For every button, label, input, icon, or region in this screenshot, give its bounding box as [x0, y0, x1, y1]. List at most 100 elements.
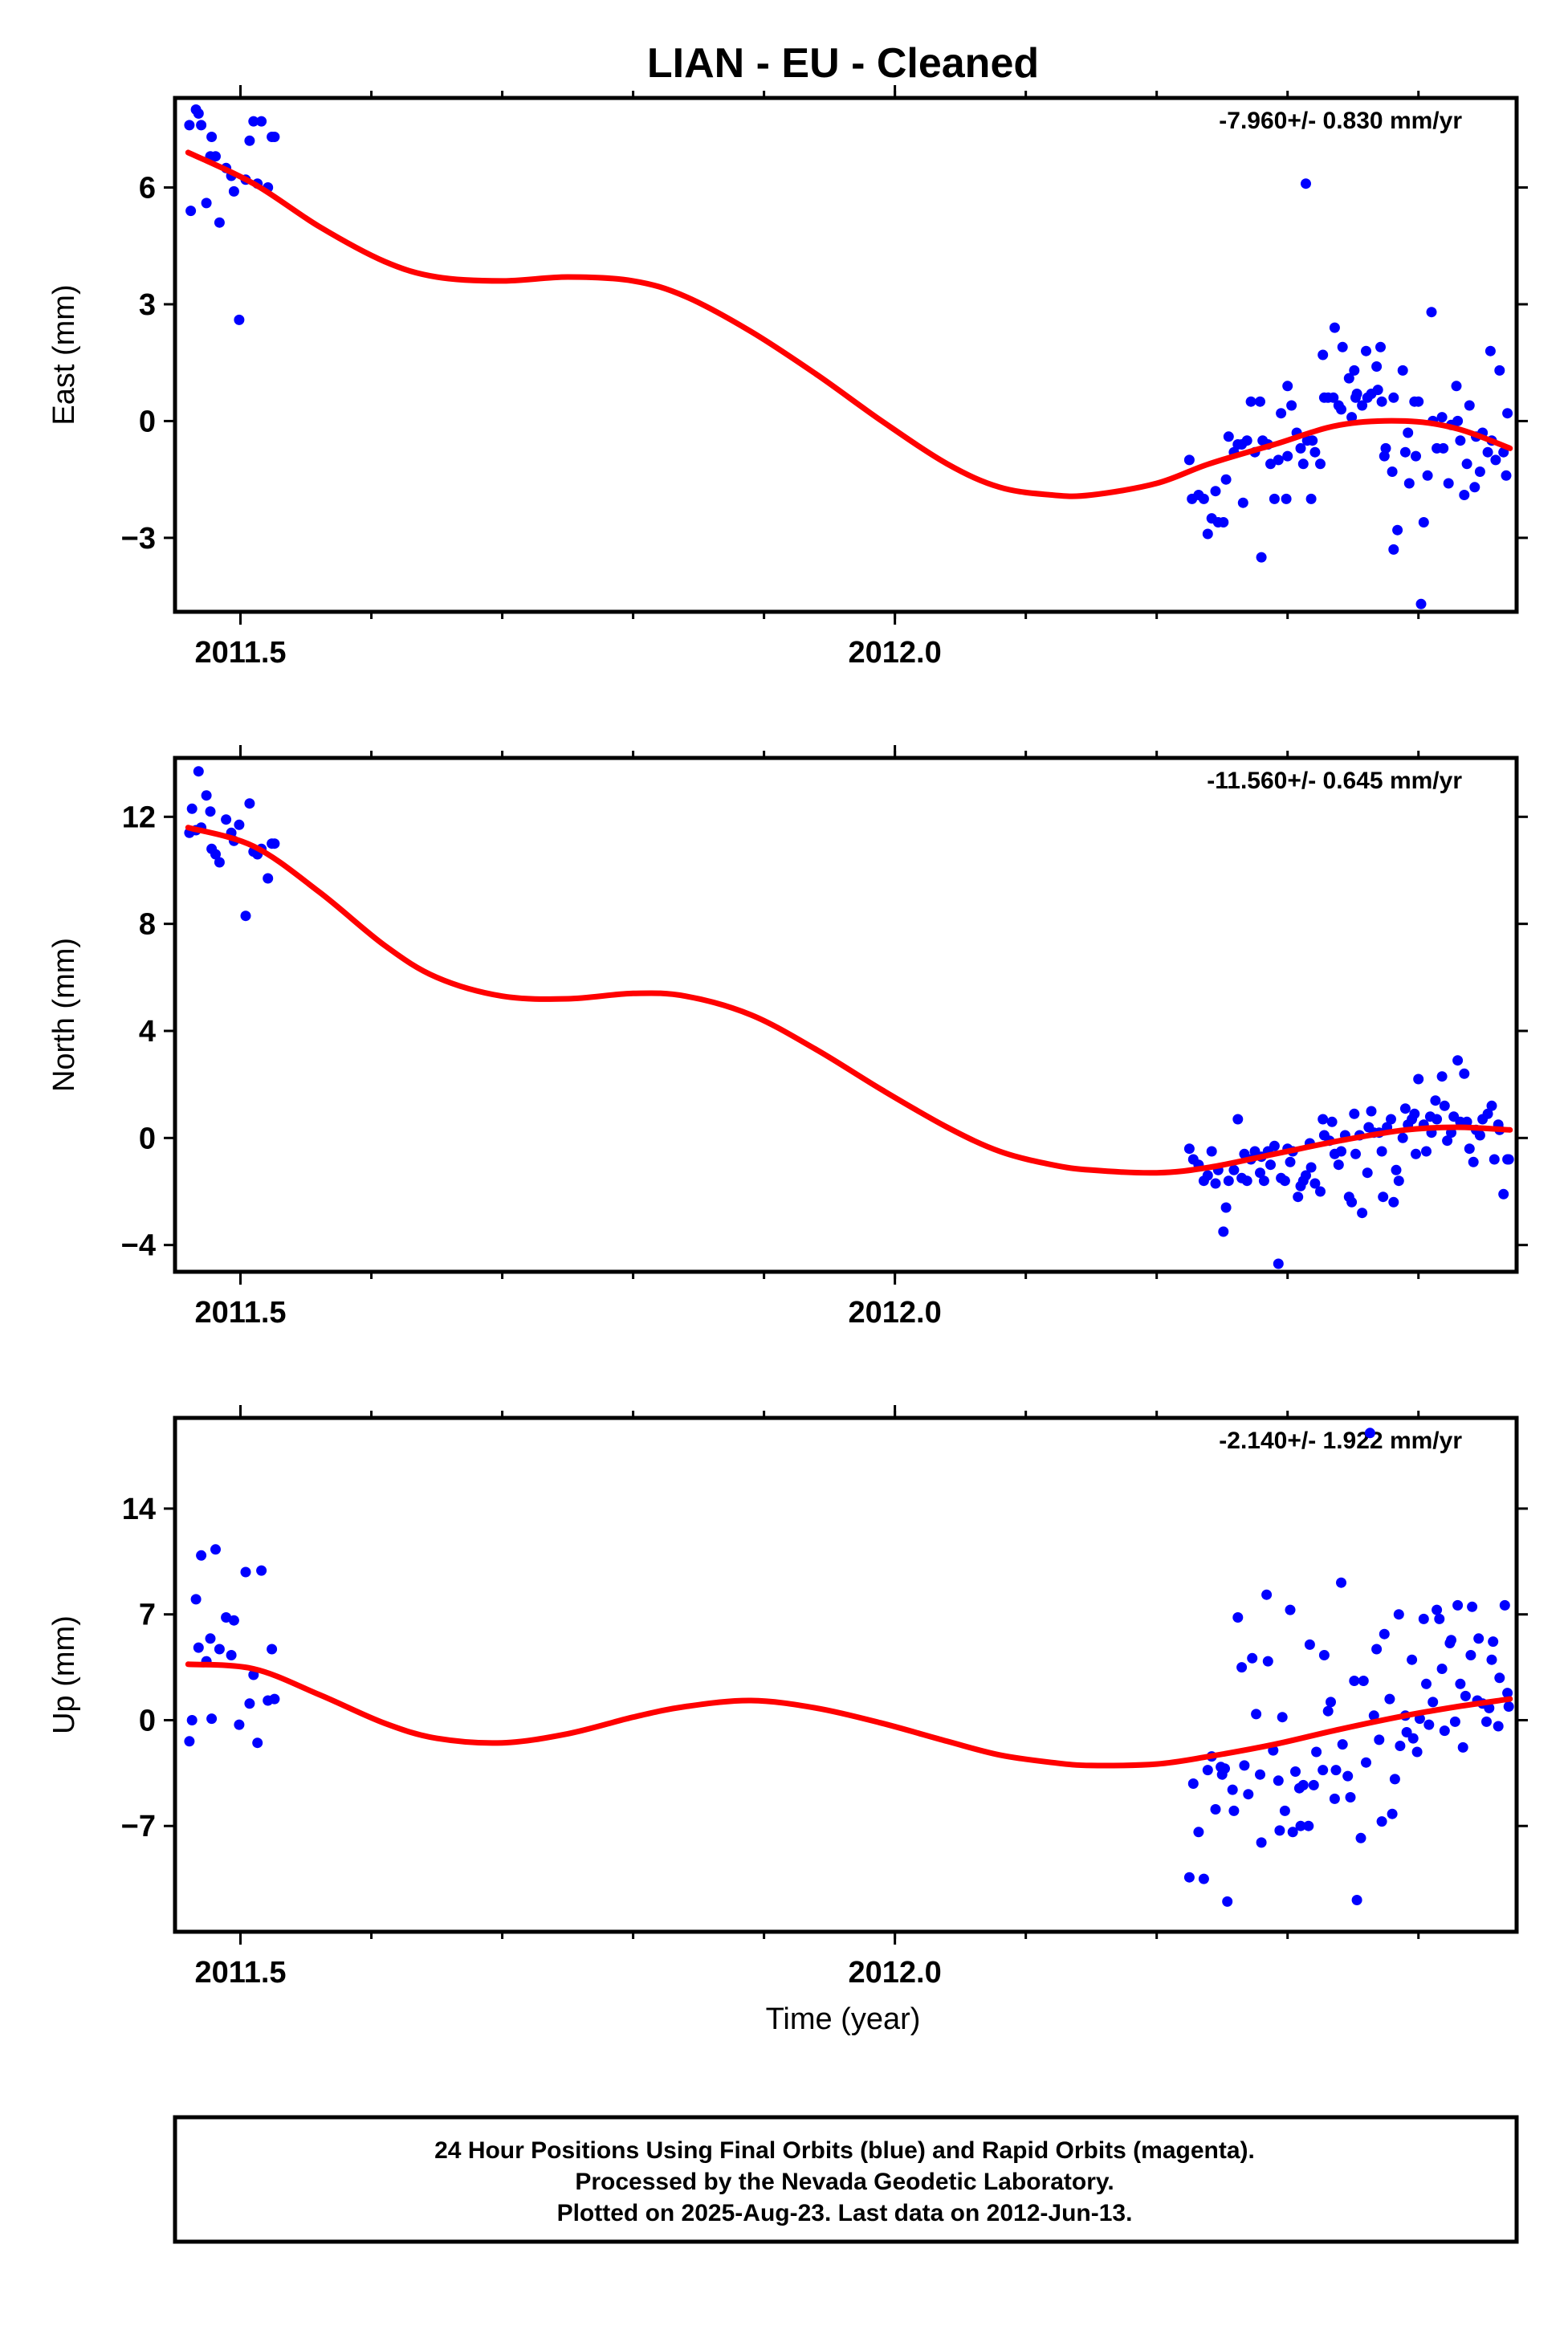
north-data-point — [1210, 1178, 1221, 1189]
up-data-point — [1337, 1739, 1348, 1750]
up-y-tick-label: −7 — [121, 1810, 156, 1843]
up-data-point — [1322, 1705, 1334, 1717]
up-data-point — [1467, 1601, 1478, 1612]
up-data-point — [1183, 1872, 1195, 1883]
up-data-point — [1393, 1609, 1404, 1620]
up-data-point — [1274, 1825, 1285, 1836]
north-data-point — [1498, 1188, 1509, 1200]
up-data-point — [1262, 1656, 1273, 1667]
north-data-point — [1183, 1143, 1195, 1155]
up-data-point — [1287, 1827, 1298, 1838]
up-data-point — [1345, 1792, 1356, 1802]
up-data-point — [256, 1565, 267, 1576]
north-data-point — [205, 806, 216, 817]
north-data-point — [1461, 1116, 1472, 1127]
up-data-point — [1488, 1636, 1499, 1648]
up-data-point — [1308, 1779, 1319, 1790]
north-data-point — [1399, 1103, 1411, 1114]
north-data-point — [1218, 1226, 1229, 1237]
east-data-point — [1282, 450, 1293, 462]
up-data-point — [1198, 1873, 1209, 1884]
up-data-point — [1379, 1628, 1390, 1640]
east-panel: −3 0 3 6 2011.5 2012.0 East (mm) -7.960+/- 0.83… — [47, 85, 1528, 670]
up-data-point — [184, 1736, 195, 1747]
up-data-point — [1318, 1650, 1330, 1660]
north-data-point — [1357, 1208, 1368, 1219]
north-data-point — [1468, 1156, 1479, 1167]
footer-line-1: 24 Hour Positions Using Final Orbits (bl… — [434, 2137, 1255, 2164]
up-data-point — [1484, 1702, 1495, 1713]
east-data-point — [1501, 470, 1512, 481]
east-data-point — [1413, 396, 1424, 407]
east-data-point — [1371, 361, 1383, 372]
up-panel: −7 0 7 14 2011.5 2012.0 Up (mm) -2.140+/- 1.922… — [47, 1405, 1528, 1990]
east-data-point — [1305, 493, 1317, 504]
up-data-point — [1228, 1805, 1240, 1816]
up-data-point — [1481, 1716, 1492, 1727]
east-data-point — [256, 116, 267, 127]
up-data-point — [1364, 1428, 1375, 1439]
north-data-point — [1241, 1175, 1252, 1187]
east-data-point — [1388, 392, 1399, 403]
up-data-point — [1358, 1676, 1369, 1686]
north-data-point — [221, 814, 232, 825]
east-data-point — [1464, 400, 1475, 411]
east-data-point — [1372, 385, 1383, 396]
footer-line-3: Plotted on 2025-Aug-23. Last data on 201… — [557, 2200, 1133, 2226]
up-data-point — [1330, 1765, 1342, 1776]
north-data-point — [1315, 1186, 1326, 1197]
up-data-point — [1502, 1688, 1513, 1699]
north-data-point — [1411, 1148, 1421, 1159]
north-data-point — [1255, 1167, 1265, 1179]
up-data-point — [240, 1566, 251, 1578]
north-data-point — [1464, 1143, 1475, 1155]
north-data-point — [269, 838, 280, 849]
up-data-point — [1460, 1690, 1471, 1701]
up-plot-frame — [173, 1416, 1519, 1934]
east-x-tick-label: 2012.0 — [849, 636, 942, 670]
east-y-tick-label: 0 — [139, 405, 156, 438]
north-data-point — [234, 819, 245, 830]
east-data-point — [1436, 412, 1448, 423]
up-data-point — [1239, 1760, 1250, 1771]
north-data-point — [1232, 1114, 1244, 1125]
east-data-point — [1399, 446, 1411, 458]
x-axis-title: Time (year) — [766, 2002, 921, 2036]
north-data-point — [1452, 1055, 1464, 1066]
east-data-point — [1388, 544, 1399, 555]
east-data-point — [228, 185, 239, 197]
up-data-point — [1421, 1678, 1432, 1689]
north-data-point — [1409, 1108, 1420, 1119]
east-data-point — [1459, 490, 1470, 500]
up-data-point — [1255, 1769, 1265, 1780]
up-data-point — [269, 1693, 280, 1705]
east-data-point — [1329, 322, 1340, 333]
east-data-point — [1422, 470, 1433, 481]
east-data-point — [1375, 341, 1386, 352]
east-data-point — [1426, 307, 1437, 318]
up-data-point — [1326, 1697, 1336, 1708]
north-y-tick-label: 8 — [139, 908, 156, 942]
chart-title: LIAN - EU - Cleaned — [647, 40, 1039, 87]
east-y-tick-label: 3 — [139, 288, 156, 322]
up-data-point — [1273, 1775, 1284, 1786]
footer-frame — [173, 2115, 1519, 2244]
east-data-point — [1349, 365, 1360, 376]
east-data-point — [234, 314, 245, 325]
up-data-point — [190, 1594, 202, 1605]
up-data-point — [1220, 1763, 1230, 1774]
east-data-point — [1346, 412, 1358, 423]
up-data-point — [1247, 1652, 1258, 1664]
north-data — [184, 766, 1514, 1269]
up-data-point — [252, 1737, 263, 1749]
north-data-point — [1397, 1132, 1408, 1143]
north-plot-frame — [173, 756, 1519, 1274]
east-data-point — [185, 206, 197, 217]
north-data-point — [1346, 1196, 1358, 1208]
north-y-tick-label: 0 — [139, 1122, 156, 1155]
east-data-point — [1461, 458, 1472, 470]
east-data-point — [1415, 598, 1427, 609]
footer-line-2: Processed by the Nevada Geodetic Laborat… — [575, 2169, 1114, 2195]
north-data-point — [1326, 1116, 1338, 1127]
east-data-point — [1443, 478, 1454, 489]
